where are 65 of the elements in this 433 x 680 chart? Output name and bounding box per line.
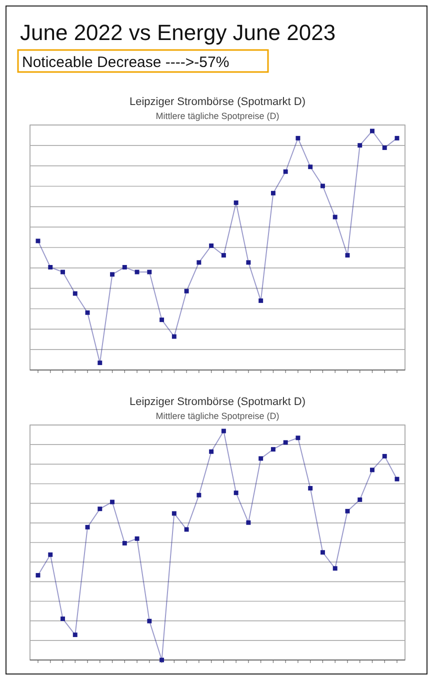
point [172,511,176,516]
point [85,524,90,530]
point [296,436,300,440]
chart-subtitle: Mittlere tägliche Spotpreise (D) [156,411,280,421]
point [134,270,140,274]
point [134,536,140,541]
point [270,447,276,452]
point [147,618,152,624]
point [320,184,325,188]
point [270,190,276,196]
point [184,527,189,532]
point [296,136,300,140]
point [246,260,251,265]
point [36,238,40,244]
point [122,540,127,546]
point [258,298,264,303]
chart-title: Leipziger Strombörse (Spotmarkt D) [129,96,306,108]
point [110,272,115,277]
point [221,428,226,434]
text: Noticeable Decrease ---->-57% [22,54,230,71]
text: June 2022 vs Energy June 2023 [20,20,336,45]
point [308,164,313,170]
point [110,500,115,504]
point [358,143,362,148]
point [221,253,226,258]
point [258,456,264,461]
point [394,476,400,482]
point [345,253,350,258]
point [196,492,202,498]
point [98,360,102,366]
point [370,128,374,134]
point [36,573,40,578]
point [98,506,102,512]
point [196,260,202,265]
point [184,288,189,294]
point [147,270,152,274]
point [48,552,53,557]
point [85,310,90,315]
chart-title: Leipziger Strombörse (Spotmarkt D) [129,396,306,408]
point [48,264,53,270]
point [394,136,400,140]
point [209,243,214,248]
point [234,200,238,205]
point [370,468,374,472]
point [382,145,387,150]
point [283,440,288,445]
point [246,520,251,525]
point [122,264,127,270]
chart-subtitle: Mittlere tägliche Spotpreise (D) [156,111,280,121]
point [234,490,238,496]
point [358,497,362,502]
point [308,486,313,490]
point [72,291,78,296]
point [320,550,325,555]
point [283,169,288,174]
point [382,454,387,458]
point [332,566,338,571]
point [332,214,338,220]
point [72,632,78,638]
point [345,508,350,514]
point [160,318,164,322]
point [172,334,176,339]
point [60,270,65,274]
point [209,449,214,454]
point [60,616,65,622]
